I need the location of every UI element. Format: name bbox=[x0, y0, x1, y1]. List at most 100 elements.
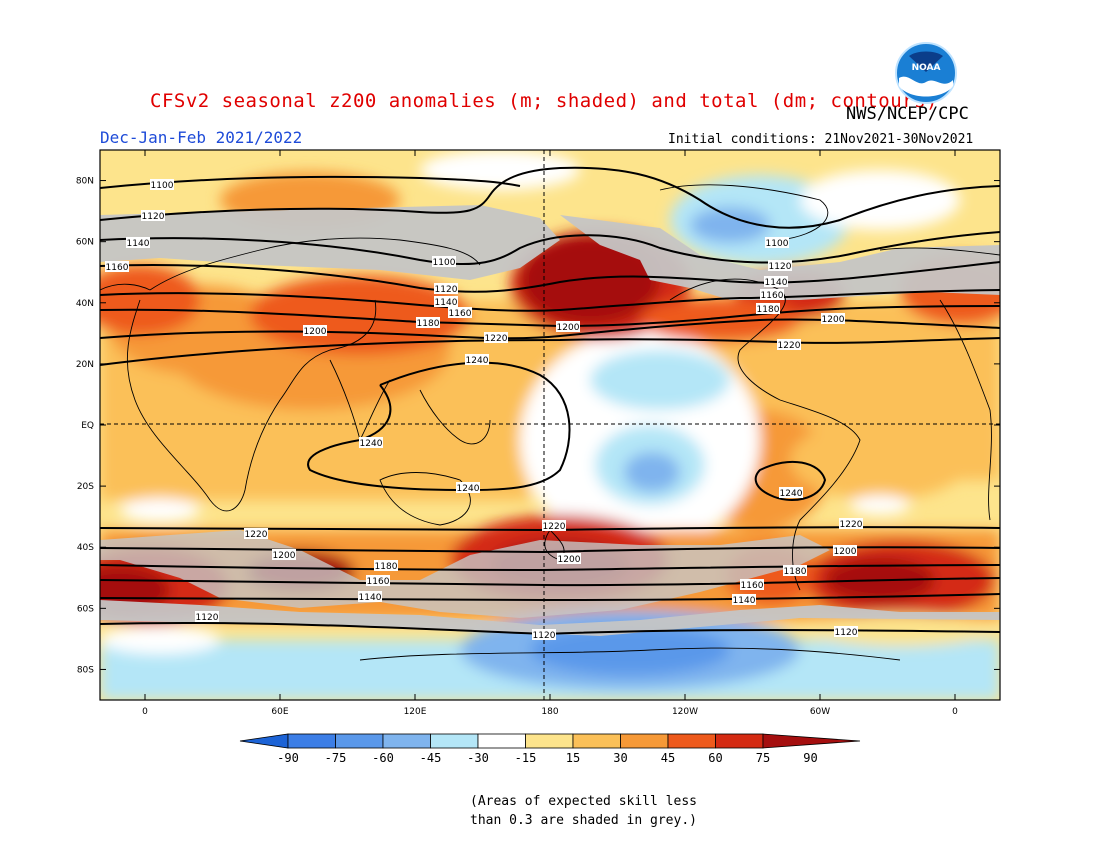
contour-label: 1120 bbox=[141, 210, 165, 222]
contour-label: 1140 bbox=[434, 296, 458, 308]
colorbar-swatch bbox=[430, 733, 479, 749]
contour-label: 1240 bbox=[456, 482, 480, 494]
contour-1120-nh bbox=[100, 231, 1000, 266]
contour-1220-nh bbox=[100, 337, 1000, 366]
contour-1180-sh bbox=[100, 564, 1000, 572]
contour-1160-sh bbox=[100, 577, 1000, 587]
colorbar-tick-label: 45 bbox=[661, 751, 675, 765]
svg-text:1240: 1240 bbox=[457, 484, 480, 494]
contour-label: 1100 bbox=[432, 256, 456, 268]
svg-text:1240: 1240 bbox=[466, 356, 489, 366]
colorbar: -90 -75 -60 -45 -30 -15 15 30 45 60 75 90 bbox=[239, 733, 861, 765]
contour-label: 1220 bbox=[484, 332, 508, 344]
svg-text:1120: 1120 bbox=[769, 262, 792, 272]
contour-label: 1160 bbox=[448, 307, 472, 319]
lat-tick-label: 60S bbox=[77, 604, 94, 614]
contour-label: 1200 bbox=[272, 549, 296, 561]
lon-tick-label: 0 bbox=[952, 707, 958, 717]
svg-text:1160: 1160 bbox=[106, 263, 129, 273]
svg-text:1160: 1160 bbox=[761, 291, 784, 301]
colorbar-tick-label: -60 bbox=[372, 751, 394, 765]
contour-1140-sh bbox=[100, 593, 1000, 601]
contour-label: 1220 bbox=[244, 528, 268, 540]
lon-tick-label: 180 bbox=[541, 707, 558, 717]
colorbar-swatch bbox=[667, 733, 716, 749]
noaa-logo: NOAA bbox=[895, 42, 957, 104]
svg-text:1160: 1160 bbox=[741, 581, 764, 591]
contour-label: 1160 bbox=[760, 289, 784, 301]
colorbar-tick-label: 30 bbox=[613, 751, 627, 765]
contour-label: 1180 bbox=[374, 560, 398, 572]
svg-text:1140: 1140 bbox=[435, 298, 458, 308]
colorbar-tick-label: -90 bbox=[277, 751, 299, 765]
contour-label: 1140 bbox=[358, 591, 382, 603]
contour-label: 1120 bbox=[834, 626, 858, 638]
contour-label: 1240 bbox=[359, 437, 383, 449]
svg-text:1120: 1120 bbox=[533, 631, 556, 641]
colorbar-arrow-right bbox=[762, 733, 861, 749]
contour-1100-loop bbox=[100, 166, 1000, 229]
svg-text:1180: 1180 bbox=[784, 567, 807, 577]
colorbar-swatch bbox=[335, 733, 384, 749]
longitude-axis: 0 60E 120E 180 120W 60W 0 bbox=[142, 150, 958, 717]
svg-text:1140: 1140 bbox=[733, 596, 756, 606]
contour-label: 1140 bbox=[764, 276, 788, 288]
lat-tick-label: 40S bbox=[77, 543, 94, 553]
contour-label: 1200 bbox=[556, 321, 580, 333]
svg-text:1100: 1100 bbox=[766, 239, 789, 249]
contour-label: 1180 bbox=[756, 303, 780, 315]
svg-text:1120: 1120 bbox=[196, 613, 219, 623]
contour-1100-nh bbox=[100, 175, 521, 189]
svg-text:1160: 1160 bbox=[367, 577, 390, 587]
footnote-line-2: than 0.3 are shaded in grey.) bbox=[470, 813, 697, 828]
footnote-line-1: (Areas of expected skill less bbox=[470, 794, 697, 809]
colorbar-swatch bbox=[382, 733, 431, 749]
svg-text:1120: 1120 bbox=[435, 285, 458, 295]
svg-text:1200: 1200 bbox=[822, 315, 845, 325]
lat-tick-label: EQ bbox=[81, 421, 94, 431]
contour-1240-sa bbox=[754, 460, 827, 501]
contour-label: 1240 bbox=[465, 354, 489, 366]
svg-text:1100: 1100 bbox=[433, 258, 456, 268]
contour-label: 1220 bbox=[542, 520, 566, 532]
lon-tick-label: 60E bbox=[271, 707, 288, 717]
contour-label: 1180 bbox=[416, 317, 440, 329]
contour-label: 1220 bbox=[839, 518, 863, 530]
svg-text:1240: 1240 bbox=[360, 439, 383, 449]
contour-1160-nh bbox=[100, 289, 1000, 312]
svg-text:1180: 1180 bbox=[375, 562, 398, 572]
svg-text:1220: 1220 bbox=[778, 341, 801, 351]
contour-label: 1140 bbox=[732, 594, 756, 606]
colorbar-tick-label: -45 bbox=[420, 751, 442, 765]
coastlines bbox=[100, 184, 1000, 661]
lon-tick-label: 120W bbox=[672, 707, 698, 717]
contour-label: 1200 bbox=[303, 325, 327, 337]
colorbar-swatch bbox=[572, 733, 621, 749]
colorbar-tick-label: -30 bbox=[467, 751, 489, 765]
lat-tick-label: 60N bbox=[76, 238, 94, 248]
svg-text:1200: 1200 bbox=[557, 323, 580, 333]
contour-label: 1200 bbox=[833, 545, 857, 557]
contour-label: 1240 bbox=[779, 487, 803, 499]
svg-text:1200: 1200 bbox=[273, 551, 296, 561]
initial-conditions-label: Initial conditions: 21Nov2021-30Nov2021 bbox=[668, 132, 974, 147]
colorbar-tick-label: 75 bbox=[756, 751, 770, 765]
svg-text:1240: 1240 bbox=[780, 489, 803, 499]
svg-text:1140: 1140 bbox=[359, 593, 382, 603]
lat-tick-label: 20N bbox=[76, 360, 94, 370]
colorbar-swatch bbox=[525, 733, 574, 749]
contour-label: 1120 bbox=[195, 611, 219, 623]
colorbar-arrow-left bbox=[239, 733, 289, 749]
contour-label: 1100 bbox=[150, 179, 174, 191]
svg-text:1100: 1100 bbox=[151, 181, 174, 191]
lon-tick-label: 120E bbox=[404, 707, 427, 717]
colorbar-swatch bbox=[715, 733, 764, 749]
contour-label: 1160 bbox=[105, 261, 129, 273]
colorbar-tick-label: -15 bbox=[515, 751, 537, 765]
colorbar-tick-label: 60 bbox=[708, 751, 722, 765]
lat-tick-label: 20S bbox=[77, 482, 94, 492]
contour-label: 1140 bbox=[126, 237, 150, 249]
svg-text:1180: 1180 bbox=[757, 305, 780, 315]
colorbar-tick-label: 90 bbox=[803, 751, 817, 765]
svg-text:1200: 1200 bbox=[558, 555, 581, 565]
